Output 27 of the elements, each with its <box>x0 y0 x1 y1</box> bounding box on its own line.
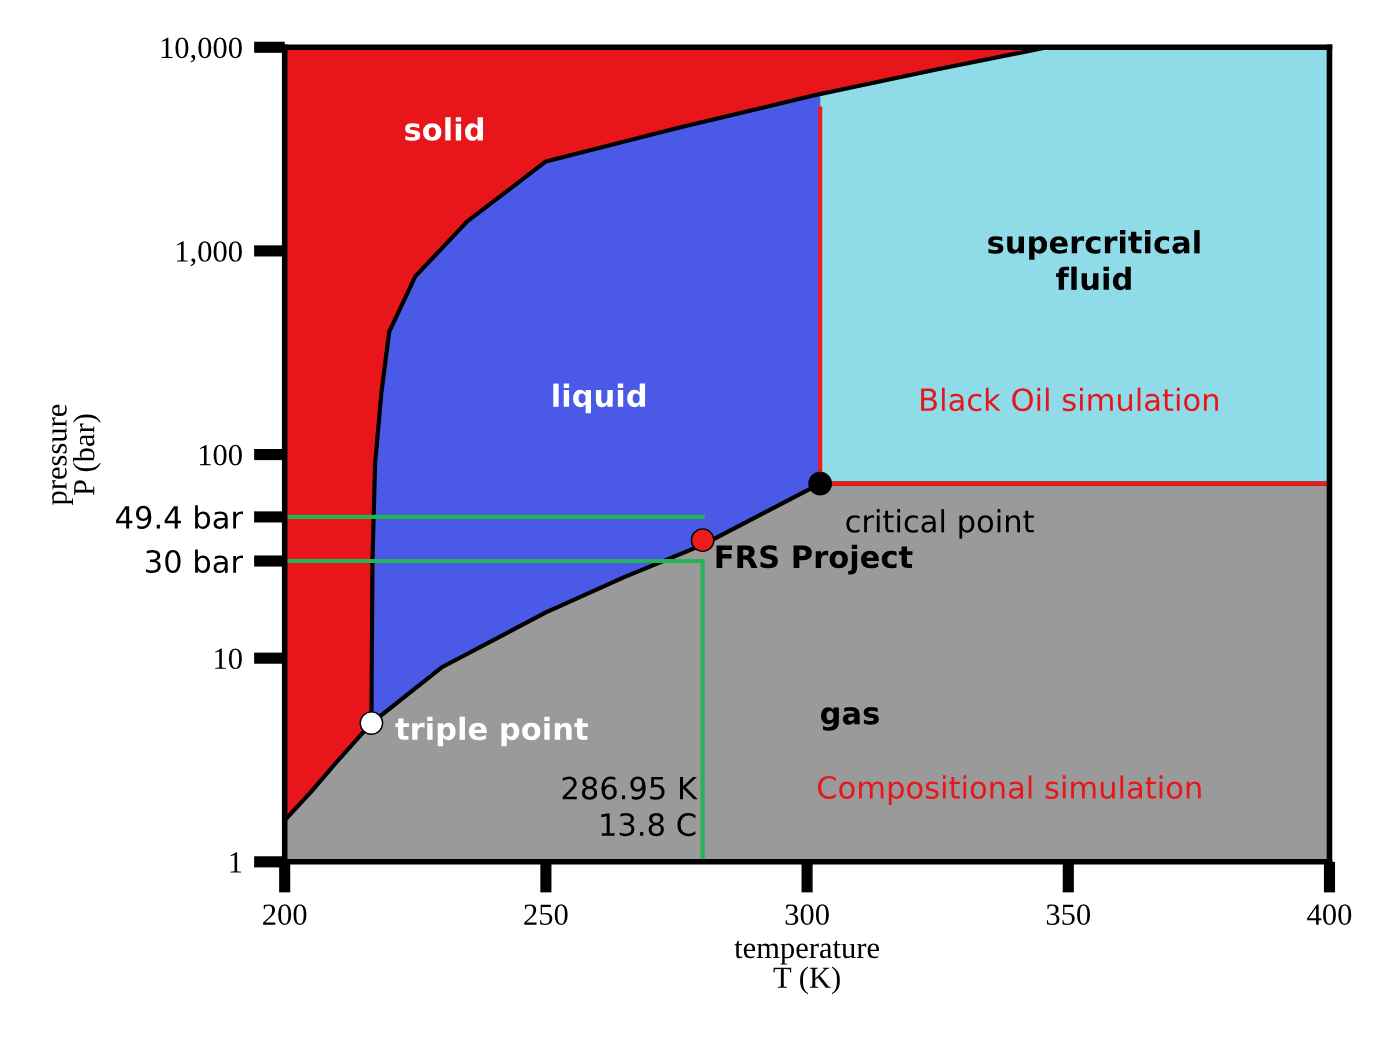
annotation: Compositional simulation <box>817 775 1201 805</box>
annotation: FRS Project <box>716 544 913 575</box>
point <box>359 711 384 735</box>
y-axis-title: pressure P (bar) <box>52 404 101 505</box>
x-tick-label: 200 <box>263 904 307 925</box>
point <box>808 471 833 496</box>
y-tick-label: 10 <box>215 648 242 670</box>
y-tick-label: 1 <box>230 852 242 873</box>
y-tick-label: 49.4 bar <box>116 505 244 529</box>
annotation: Black Oil simulation <box>921 387 1218 412</box>
x-axis-title: temperature T (K) <box>734 940 879 995</box>
annotation: gas <box>820 707 879 731</box>
y-tick-label: 100 <box>199 444 242 466</box>
y-tick-label: 10,000 <box>161 37 242 63</box>
annotation: critical point <box>846 509 1034 539</box>
x-tick-label: 400 <box>1307 904 1352 925</box>
x-tick-label: 350 <box>1046 904 1091 925</box>
point <box>690 528 715 553</box>
annotation: liquid <box>553 383 646 414</box>
x-tick-label: 250 <box>524 904 568 925</box>
annotation: solid <box>405 117 483 141</box>
annotation: triple point <box>395 716 588 747</box>
annotation: supercritical fluid <box>988 230 1200 291</box>
x-tick-label: 300 <box>785 904 829 925</box>
y-tick-label: 30 bar <box>146 549 244 574</box>
y-tick-label: 1,000 <box>176 241 242 267</box>
annotation: 286.95 K 13.8 C <box>562 776 698 837</box>
